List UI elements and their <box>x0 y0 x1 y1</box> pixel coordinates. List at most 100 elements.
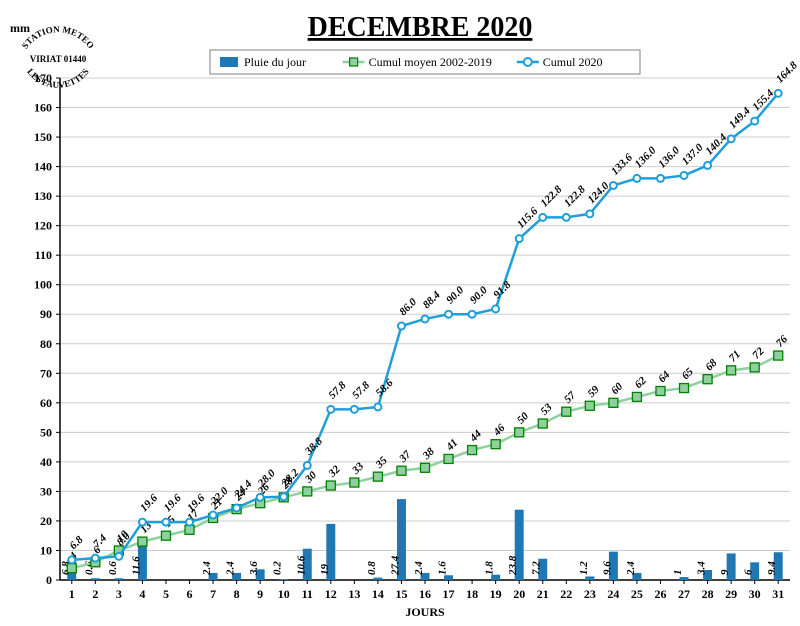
x-tick-label: 23 <box>584 587 596 601</box>
svg-text:STATION METEO: STATION METEO <box>20 24 96 50</box>
bar-label: 9.4 <box>766 561 778 575</box>
cumul-moyen-marker <box>491 440 500 449</box>
bar <box>114 578 123 580</box>
cumul-2020-marker <box>374 403 381 410</box>
bar-label: 9.6 <box>601 561 613 575</box>
cumul-moyen-label: 62 <box>633 374 650 391</box>
cumul-moyen-marker <box>632 392 641 401</box>
x-tick-label: 3 <box>116 587 122 601</box>
cumul-moyen-marker <box>326 481 335 490</box>
legend-label: Cumul moyen 2002-2019 <box>369 55 492 69</box>
cumul-moyen-marker <box>727 366 736 375</box>
x-tick-label: 14 <box>372 587 384 601</box>
cumul-2020-marker <box>586 210 593 217</box>
station-stamp: STATION METEOLES FAUVETTESVIRIAT 01440 <box>20 24 96 90</box>
x-tick-label: 9 <box>257 587 263 601</box>
x-tick-label: 2 <box>92 587 98 601</box>
bar-label: 10.6 <box>295 555 307 575</box>
x-tick-label: 6 <box>187 587 193 601</box>
cumul-2020-marker <box>351 406 358 413</box>
cumul-2020-label: 115.6 <box>515 205 541 231</box>
cumul-moyen-marker <box>585 401 594 410</box>
cumul-2020-marker <box>304 462 311 469</box>
cumul-moyen-marker <box>138 537 147 546</box>
bar <box>91 578 100 580</box>
cumul-moyen-marker <box>468 446 477 455</box>
cumul-2020-label: 90.0 <box>468 284 490 306</box>
cumul-2020-label: 137.0 <box>680 141 706 167</box>
x-tick-label: 5 <box>163 587 169 601</box>
cumul-moyen-label: 44 <box>467 428 484 445</box>
cumul-2020-label: 133.6 <box>609 151 635 177</box>
x-tick-label: 12 <box>325 587 337 601</box>
x-tick-label: 30 <box>749 587 761 601</box>
x-tick-label: 24 <box>607 587 619 601</box>
x-tick-label: 18 <box>466 587 478 601</box>
cumul-moyen-label: 38 <box>420 445 437 462</box>
cumul-2020-marker <box>775 90 782 97</box>
bar-label: 7.2 <box>531 561 543 575</box>
x-tick-label: 16 <box>419 587 431 601</box>
cumul-moyen-label: 68 <box>703 357 720 374</box>
bar-label: 27.4 <box>389 555 401 576</box>
bar <box>585 576 594 580</box>
x-tick-label: 13 <box>348 587 360 601</box>
bar <box>279 579 288 580</box>
legend-swatch-bar <box>220 57 238 67</box>
cumul-2020-marker <box>563 214 570 221</box>
cumul-2020-marker <box>233 504 240 511</box>
legend-swatch-square <box>350 58 358 66</box>
cumul-moyen-marker <box>680 384 689 393</box>
cumul-2020-label: 88.4 <box>421 289 443 311</box>
x-tick-label: 15 <box>395 587 407 601</box>
y-tick-label: 100 <box>34 278 52 292</box>
cumul-moyen-marker <box>397 466 406 475</box>
cumul-moyen-marker <box>656 387 665 396</box>
cumul-moyen-label: 59 <box>585 383 602 400</box>
cumul-moyen-marker <box>350 478 359 487</box>
y-tick-label: 90 <box>40 307 52 321</box>
cumul-moyen-label: 37 <box>396 448 413 465</box>
cumul-moyen-label: 46 <box>491 422 508 439</box>
y-tick-label: 120 <box>34 219 52 233</box>
cumul-2020-marker <box>516 235 523 242</box>
cumul-2020-marker <box>445 311 452 318</box>
cumul-moyen-marker <box>538 419 547 428</box>
cumul-2020-marker <box>186 519 193 526</box>
cumul-2020-marker <box>398 323 405 330</box>
cumul-moyen-label: 65 <box>680 366 697 383</box>
cumul-2020-marker <box>257 494 264 501</box>
cumul-2020-label: 86.0 <box>397 296 419 318</box>
cumul-2020-label: 19.6 <box>138 492 160 514</box>
cumul-moyen-marker <box>303 487 312 496</box>
y-tick-label: 60 <box>40 396 52 410</box>
y-tick-label: 160 <box>34 101 52 115</box>
cumul-2020-marker <box>115 553 122 560</box>
cumul-moyen-label: 53 <box>538 401 555 418</box>
cumul-moyen-marker <box>161 531 170 540</box>
bar <box>373 578 382 580</box>
bar-label: 23.8 <box>507 555 519 576</box>
x-tick-label: 29 <box>725 587 737 601</box>
cumul-moyen-marker <box>515 428 524 437</box>
cumul-2020-label: 58.6 <box>374 377 396 399</box>
cumul-moyen-marker <box>67 564 76 573</box>
x-tick-label: 20 <box>513 587 525 601</box>
bar-label: 0.2 <box>272 561 284 575</box>
cumul-2020-marker <box>327 406 334 413</box>
cumul-2020-line <box>72 93 778 560</box>
y-tick-label: 20 <box>40 514 52 528</box>
bar-label: 2.4 <box>413 561 425 576</box>
cumul-moyen-marker <box>750 363 759 372</box>
x-tick-label: 17 <box>443 587 455 601</box>
y-tick-label: 150 <box>34 130 52 144</box>
bar-label: 2.4 <box>225 561 237 576</box>
x-tick-label: 22 <box>560 587 572 601</box>
x-tick-label: 1 <box>69 587 75 601</box>
bar-label: 0.8 <box>366 561 378 575</box>
cumul-moyen-label: 33 <box>349 460 366 477</box>
cumul-2020-marker <box>539 214 546 221</box>
bar-label: 1.8 <box>484 561 496 575</box>
cumul-2020-label: 19.6 <box>162 492 184 514</box>
bar-label: 3.6 <box>248 561 260 576</box>
